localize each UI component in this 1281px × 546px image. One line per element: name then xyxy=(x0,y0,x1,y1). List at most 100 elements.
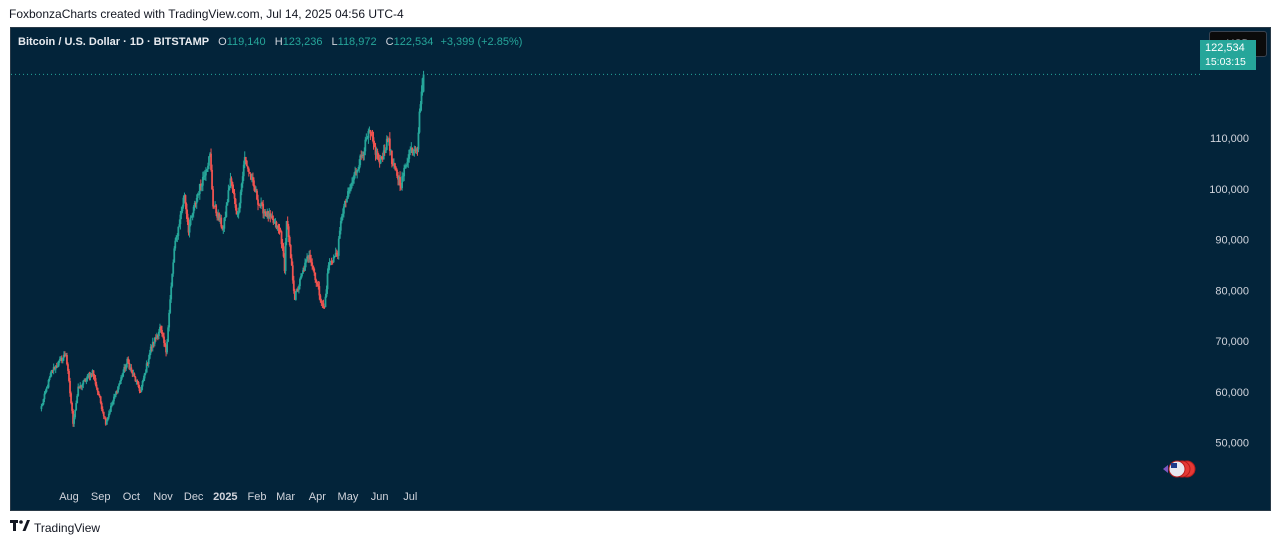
candle-body xyxy=(176,235,179,237)
candle-body xyxy=(295,289,298,292)
candle-body xyxy=(251,177,253,180)
open-label: O xyxy=(218,36,227,48)
candle-body xyxy=(411,147,414,153)
candle-body xyxy=(86,375,89,379)
candle-body xyxy=(258,204,260,206)
candle-body xyxy=(117,386,119,393)
candle-body xyxy=(238,203,241,213)
candle-body xyxy=(84,379,87,382)
candle-body xyxy=(187,221,190,233)
candle-body xyxy=(80,385,83,387)
candle-body xyxy=(268,213,271,218)
candle-body xyxy=(364,139,367,152)
symbol-title[interactable]: Bitcoin / U.S. Dollar · 1D · BITSTAMP xyxy=(18,36,210,48)
candle-body xyxy=(239,191,242,204)
candle-body xyxy=(350,184,352,190)
candle-body xyxy=(192,206,195,214)
candle-body xyxy=(67,364,69,371)
candle-body xyxy=(197,193,200,195)
candle-body xyxy=(214,205,217,207)
candle-body xyxy=(65,355,67,357)
candle-body xyxy=(175,236,178,241)
candle-body xyxy=(416,149,419,151)
candle-body xyxy=(330,261,333,263)
candle-body xyxy=(101,409,104,412)
candle-body xyxy=(375,151,378,155)
candle-body xyxy=(320,300,323,304)
candle-body xyxy=(369,129,372,134)
candle-body xyxy=(233,193,236,199)
close-label: C xyxy=(385,36,394,48)
us-flag-icon[interactable] xyxy=(1163,460,1196,478)
candle-body xyxy=(315,280,318,283)
candle-body xyxy=(180,211,183,215)
candle-body xyxy=(275,221,278,229)
candle-body xyxy=(181,206,184,212)
candle-body xyxy=(318,286,321,296)
candle-body xyxy=(43,393,46,400)
candle-body xyxy=(194,203,197,205)
candle-body xyxy=(252,177,254,181)
candle-body xyxy=(401,176,404,189)
candle-body xyxy=(396,169,398,176)
candle-body xyxy=(280,231,283,245)
candle-body xyxy=(242,164,245,177)
candle-body xyxy=(139,391,142,393)
candle-body xyxy=(70,393,72,404)
candle-body xyxy=(83,379,86,381)
candle-body xyxy=(77,386,80,396)
candle-body xyxy=(61,357,64,362)
candle-body xyxy=(47,379,50,388)
candle-body xyxy=(104,417,107,425)
candle-body xyxy=(75,403,78,410)
x-tick-label: Jul xyxy=(403,491,417,503)
candle-body xyxy=(158,331,160,337)
candle-body xyxy=(143,373,146,379)
candle-body xyxy=(358,165,361,170)
symbol-legend: Bitcoin / U.S. Dollar · 1D · BITSTAMP O1… xyxy=(18,36,522,48)
candle-body xyxy=(351,182,353,185)
x-tick-label: May xyxy=(338,491,359,503)
candle-body xyxy=(328,262,331,266)
candle-body xyxy=(254,186,256,192)
candle-body xyxy=(118,384,120,387)
candle-body xyxy=(237,212,240,215)
y-tick-label: 70,000 xyxy=(1215,336,1249,348)
candle-body xyxy=(245,160,248,167)
chart-pane[interactable]: 50,000 60,000 70,000 80,000 90,000 100,000 110… xyxy=(10,27,1271,511)
candle-body xyxy=(338,230,341,239)
candle-body xyxy=(79,385,82,389)
candle-body xyxy=(217,213,220,218)
candle-body xyxy=(327,265,330,274)
candle-body xyxy=(153,337,156,344)
candle-body xyxy=(383,150,386,154)
tradingview-logo[interactable]: TradingView xyxy=(10,520,100,535)
candle-body xyxy=(205,171,207,176)
candle-body xyxy=(249,173,252,180)
candle-body xyxy=(408,149,411,159)
candle-body xyxy=(376,151,379,159)
candle-body xyxy=(126,358,129,365)
candle-body xyxy=(299,278,301,287)
candle-body xyxy=(345,200,347,203)
y-tick-label: 90,000 xyxy=(1215,235,1249,247)
candle-body xyxy=(370,133,373,136)
candle-body xyxy=(363,151,366,156)
candle-body xyxy=(174,240,177,249)
candle-body xyxy=(200,185,203,187)
candle-body xyxy=(106,417,109,421)
candle-body xyxy=(125,364,128,369)
candle-body xyxy=(221,226,224,229)
candle-body xyxy=(44,391,47,394)
candle-body xyxy=(74,409,77,418)
candle-body xyxy=(347,191,349,199)
candle-body xyxy=(186,213,189,222)
candle-body xyxy=(284,242,287,272)
candle-body xyxy=(76,395,79,404)
candle-body xyxy=(73,417,76,424)
candle-body xyxy=(288,236,291,246)
candle-body xyxy=(156,335,159,337)
candle-body xyxy=(309,254,312,260)
price-chart[interactable]: 50,000 60,000 70,000 80,000 90,000 100,000 110… xyxy=(11,28,1271,511)
candle-body xyxy=(374,146,377,155)
